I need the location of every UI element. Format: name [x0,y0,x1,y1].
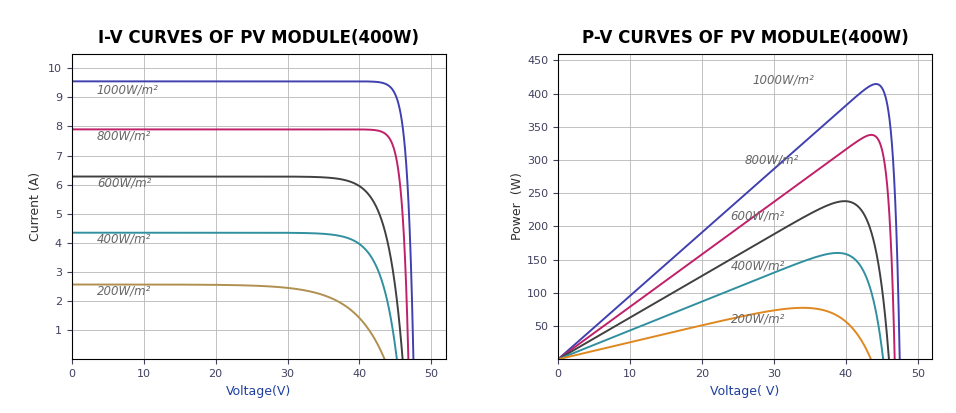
Text: 800W/m²: 800W/m² [745,154,799,166]
Text: 800W/m²: 800W/m² [97,130,151,143]
Text: 400W/m²: 400W/m² [730,260,785,273]
Text: 200W/m²: 200W/m² [730,313,785,326]
Title: P-V CURVES OF PV MODULE(400W): P-V CURVES OF PV MODULE(400W) [581,28,908,47]
Y-axis label: Current (A): Current (A) [30,172,42,241]
Text: 1000W/m²: 1000W/m² [97,83,159,97]
Y-axis label: Power  (W): Power (W) [511,173,525,240]
X-axis label: Voltage(V): Voltage(V) [227,385,292,398]
Text: 400W/m²: 400W/m² [97,233,151,246]
Text: 200W/m²: 200W/m² [97,285,151,297]
Text: 1000W/m²: 1000W/m² [752,74,815,87]
X-axis label: Voltage( V): Voltage( V) [710,385,780,398]
Text: 600W/m²: 600W/m² [97,177,151,190]
Title: I-V CURVES OF PV MODULE(400W): I-V CURVES OF PV MODULE(400W) [98,28,420,47]
Text: 600W/m²: 600W/m² [730,210,785,223]
